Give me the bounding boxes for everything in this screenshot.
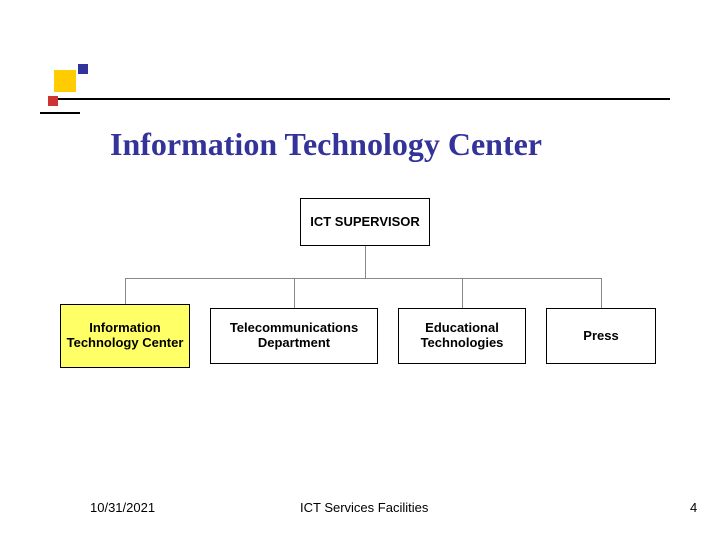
org-connector-trunk <box>365 246 366 278</box>
decor-rule-top <box>58 98 670 100</box>
decor-rule-bottom <box>40 112 80 114</box>
org-node-telecom: Telecommunications Department <box>210 308 378 364</box>
org-node-press: Press <box>546 308 656 364</box>
org-node-ict-supervisor: ICT SUPERVISOR <box>300 198 430 246</box>
org-connector-drop <box>601 278 602 308</box>
slide-title: Information Technology Center <box>110 126 542 163</box>
org-connector-bus <box>125 278 601 279</box>
slide: Information Technology Center ICT SUPERV… <box>0 0 720 540</box>
footer-title: ICT Services Facilities <box>300 500 428 515</box>
org-node-itc: Information Technology Center <box>60 304 190 368</box>
org-node-label: Information Technology Center <box>65 321 185 351</box>
org-connector-drop <box>125 278 126 304</box>
footer-page-number: 4 <box>690 500 697 515</box>
org-node-label: ICT SUPERVISOR <box>310 215 420 230</box>
org-node-label: Press <box>583 329 618 344</box>
decor-yellow-square <box>54 70 76 92</box>
org-node-label: Telecommunications Department <box>215 321 373 351</box>
decor-red-square <box>48 96 58 106</box>
org-node-edtech: Educational Technologies <box>398 308 526 364</box>
org-connector-drop <box>294 278 295 308</box>
org-connector-drop <box>462 278 463 308</box>
footer-date: 10/31/2021 <box>90 500 155 515</box>
decor-blue-square <box>78 64 88 74</box>
org-node-label: Educational Technologies <box>403 321 521 351</box>
